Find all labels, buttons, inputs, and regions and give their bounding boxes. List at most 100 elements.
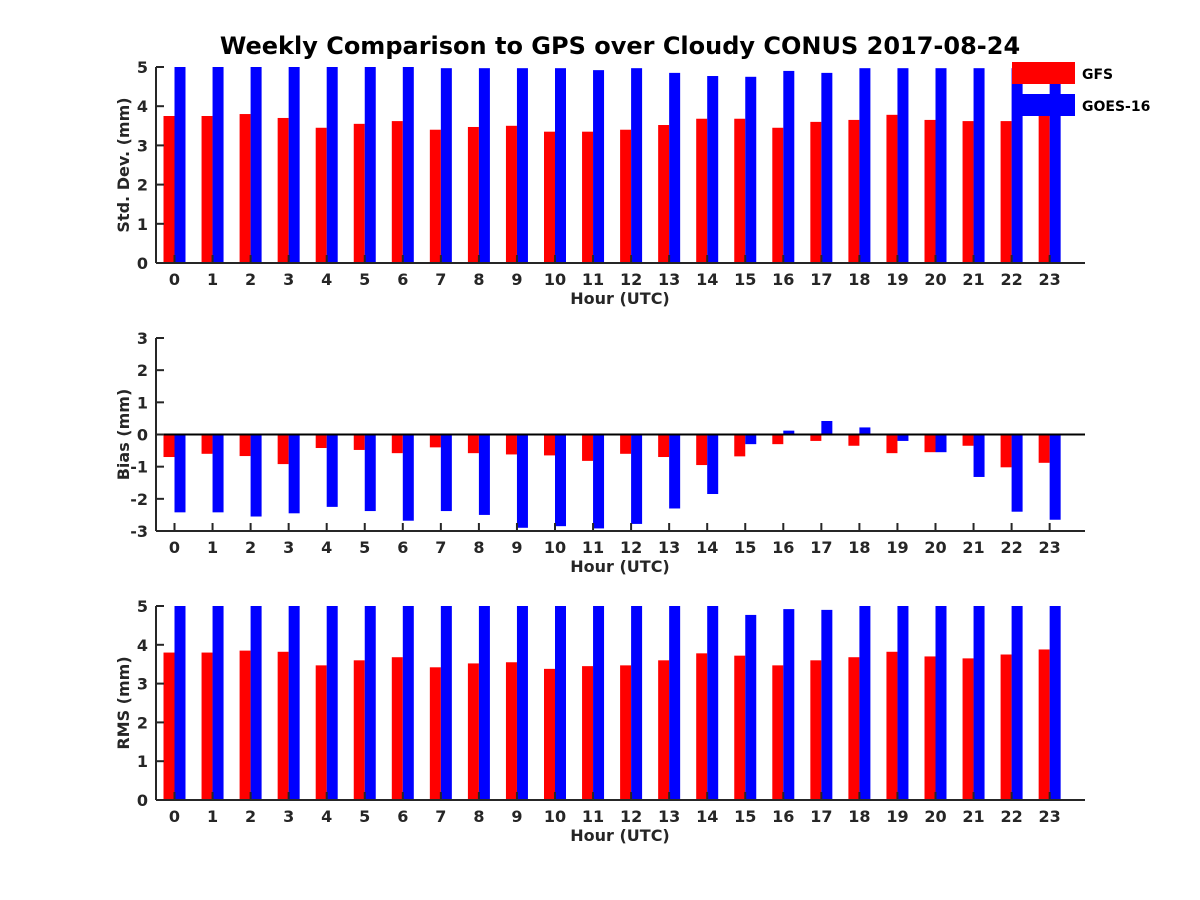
bar-goes-16-hour-9 <box>516 434 528 528</box>
bar-gfs-hour-9 <box>505 662 517 800</box>
bar-goes-16-hour-6 <box>402 434 414 521</box>
x-tick-label: 0 <box>169 538 180 557</box>
x-axis-label: Hour (UTC) <box>570 289 670 308</box>
y-tick-label: 4 <box>137 636 148 655</box>
x-tick-label: 9 <box>511 807 522 826</box>
x-tick-label: 13 <box>658 807 680 826</box>
bar-gfs-hour-19 <box>886 434 898 454</box>
x-tick-label: 10 <box>544 807 566 826</box>
x-tick-label: 6 <box>397 538 408 557</box>
x-axis-label: Hour (UTC) <box>570 557 670 576</box>
bar-goes-16-hour-1 <box>212 434 224 513</box>
bar-goes-16-hour-0 <box>174 67 186 263</box>
x-axis-label: Hour (UTC) <box>570 826 670 845</box>
bar-gfs-hour-14 <box>696 653 708 800</box>
bar-goes-16-hour-15 <box>745 614 757 800</box>
bar-goes-16-hour-2 <box>250 606 262 800</box>
bar-gfs-hour-5 <box>353 434 365 450</box>
bar-goes-16-hour-20 <box>935 68 947 264</box>
x-tick-label: 12 <box>620 538 642 557</box>
bar-gfs-hour-6 <box>391 121 403 263</box>
bar-gfs-hour-22 <box>1000 654 1012 800</box>
bar-goes-16-hour-12 <box>631 606 643 800</box>
x-tick-label: 23 <box>1039 538 1061 557</box>
x-tick-label: 7 <box>435 807 446 826</box>
bar-gfs-hour-18 <box>848 119 860 263</box>
y-tick-label: 5 <box>137 597 148 616</box>
x-tick-label: 5 <box>359 538 370 557</box>
x-tick-label: 4 <box>321 807 332 826</box>
bar-goes-16-hour-4 <box>326 67 338 263</box>
y-tick-label: 2 <box>137 176 148 195</box>
bar-goes-16-hour-18 <box>859 68 871 264</box>
bar-goes-16-hour-6 <box>402 606 414 800</box>
y-tick-label: 2 <box>137 361 148 380</box>
bar-goes-16-hour-23 <box>1049 81 1061 264</box>
bar-gfs-hour-1 <box>201 434 213 454</box>
bar-gfs-hour-0 <box>163 116 175 263</box>
x-tick-label: 9 <box>511 538 522 557</box>
bar-goes-16-hour-22 <box>1011 68 1023 264</box>
y-axis-label: RMS (mm) <box>114 656 133 749</box>
bar-goes-16-hour-16 <box>783 70 795 263</box>
x-tick-label: 11 <box>582 807 604 826</box>
bar-gfs-hour-8 <box>467 434 479 454</box>
x-tick-label: 6 <box>397 270 408 289</box>
bar-goes-16-hour-11 <box>593 70 605 263</box>
x-tick-label: 1 <box>207 538 218 557</box>
legend-label-gfs: GFS <box>1082 67 1113 83</box>
bar-goes-16-hour-6 <box>402 67 414 263</box>
x-tick-label: 4 <box>321 270 332 289</box>
x-tick-label: 15 <box>734 270 756 289</box>
bar-gfs-hour-18 <box>848 434 860 446</box>
x-tick-label: 14 <box>696 270 718 289</box>
bar-gfs-hour-14 <box>696 434 708 466</box>
bar-gfs-hour-20 <box>924 119 936 263</box>
y-tick-label: 1 <box>137 215 148 234</box>
bar-goes-16-hour-14 <box>707 76 719 264</box>
x-tick-label: 4 <box>321 538 332 557</box>
bar-goes-16-hour-14 <box>707 606 719 800</box>
bar-gfs-hour-19 <box>886 114 898 263</box>
x-tick-label: 17 <box>810 807 832 826</box>
y-tick-label: 2 <box>137 713 148 732</box>
bar-gfs-hour-10 <box>544 668 555 800</box>
bar-goes-16-hour-21 <box>973 606 985 800</box>
bar-gfs-hour-19 <box>886 651 898 800</box>
bar-goes-16-hour-9 <box>516 606 528 800</box>
x-tick-label: 10 <box>544 538 566 557</box>
x-tick-label: 0 <box>169 270 180 289</box>
bar-gfs-hour-2 <box>239 650 251 800</box>
bar-goes-16-hour-11 <box>593 434 605 529</box>
x-tick-label: 19 <box>886 270 908 289</box>
bar-gfs-hour-17 <box>810 660 822 800</box>
bar-gfs-hour-7 <box>429 667 441 800</box>
bar-goes-16-hour-21 <box>973 434 985 477</box>
bar-goes-16-hour-22 <box>1011 606 1023 800</box>
y-tick-label: 3 <box>137 136 148 155</box>
bar-gfs-hour-22 <box>1000 434 1012 468</box>
bar-gfs-hour-4 <box>315 665 327 800</box>
bar-gfs-hour-11 <box>582 434 594 461</box>
bar-goes-16-hour-12 <box>631 68 643 264</box>
x-tick-label: 9 <box>511 270 522 289</box>
bar-goes-16-hour-1 <box>212 67 224 263</box>
x-tick-label: 23 <box>1039 270 1061 289</box>
bar-goes-16-hour-14 <box>707 434 719 495</box>
x-tick-label: 7 <box>435 538 446 557</box>
x-tick-label: 10 <box>544 270 566 289</box>
bar-goes-16-hour-17 <box>821 420 833 435</box>
x-tick-label: 12 <box>620 270 642 289</box>
bar-goes-16-hour-2 <box>250 434 262 517</box>
bar-goes-16-hour-17 <box>821 609 833 800</box>
bar-gfs-hour-16 <box>772 127 784 263</box>
bar-gfs-hour-3 <box>277 651 289 800</box>
y-tick-label: 0 <box>137 791 148 810</box>
bar-gfs-hour-10 <box>544 434 555 456</box>
x-tick-label: 16 <box>772 270 794 289</box>
bar-gfs-hour-4 <box>315 127 327 263</box>
bar-goes-16-hour-0 <box>174 606 186 800</box>
bar-gfs-hour-8 <box>467 126 479 263</box>
x-tick-label: 6 <box>397 807 408 826</box>
